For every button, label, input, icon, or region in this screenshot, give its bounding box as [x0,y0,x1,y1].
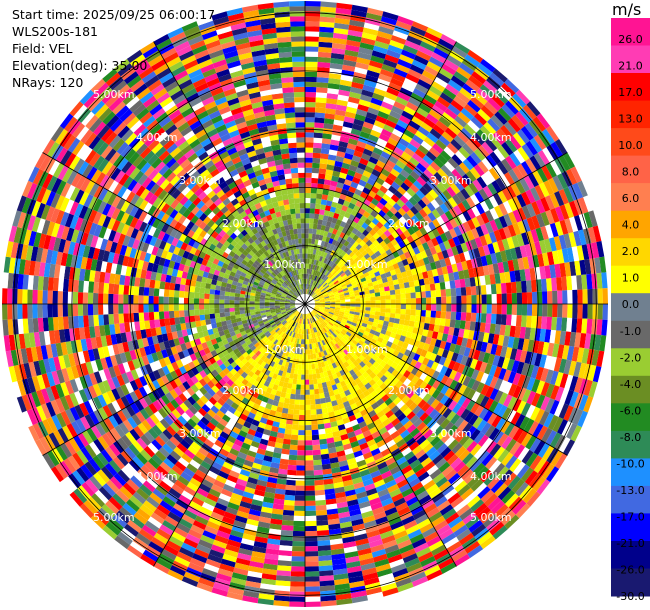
range-rings [2,1,608,607]
colorbar-tick: -1.0 [620,325,641,338]
colorbar-tick: 6.0 [622,192,640,205]
colorbar-swatch [611,485,650,514]
colorbar-swatch [611,458,650,487]
colorbar-tick: -6.0 [620,404,641,417]
ring-label: 4.00km [470,470,512,483]
colorbar-tick: -2.0 [620,351,641,364]
colorbar-tick: 1.0 [622,272,640,285]
ring-label: 3.00km [179,174,221,187]
colorbar-tick: 26.0 [618,33,643,46]
colorbar-swatch [611,348,650,377]
ring-label: 1.00km [346,343,388,356]
colorbar-swatch [611,513,650,542]
nrays-label: NRays: 120 [12,75,84,90]
colorbar-tick: -8.0 [620,431,641,444]
plot-info: Start time: 2025/09/25 06:00:17 WLS200s-… [12,6,215,91]
colorbar-tick: 8.0 [622,166,640,179]
colorbar-tick: -13.0 [616,484,644,497]
colorbar-swatch [611,541,650,569]
range-ring-labels: 5.00km 5.00km 4.00km 4.00km 3.00km 3.00km 2.00… [93,88,512,524]
ring-label: 1.00km [346,258,388,271]
colorbar-swatch [611,320,650,349]
colorbar-tick: 17.0 [618,86,643,99]
start-time-label: Start time: 2025/09/25 06:00:17 [12,7,216,22]
ring-label: 2.00km [222,384,264,397]
colorbar-swatch [611,293,650,322]
field-label: Field: VEL [12,41,73,56]
colorbar-tick: 4.0 [622,219,640,232]
colorbar-tick: -30.0 [616,590,644,603]
colorbar-tick: -26.0 [616,564,644,577]
colorbar: 26.0 21.0 17.0 13.0 10.0 8.0 6.0 4.0 2.0 1.0 0.0 -1… [611,18,650,603]
colorbar-swatch [611,128,650,157]
colorbar-swatch [611,45,650,74]
colorbar-swatch [611,100,650,129]
colorbar-tick: 13.0 [618,113,643,126]
azimuth-spoke [42,303,306,456]
azimuth-spoke [153,303,306,567]
ring-label: 2.00km [388,384,430,397]
colorbar-tick: 21.0 [618,60,643,73]
ring-label: 1.00km [264,258,306,271]
ring-label: 5.00km [93,88,135,101]
ring-label: 2.00km [388,217,430,230]
colorbar-swatch [611,18,650,46]
ring-label: 3.00km [430,427,472,440]
ring-label: 1.00km [264,343,306,356]
colorbar-tick: -17.0 [616,510,644,523]
colorbar-tick: -4.0 [620,378,641,391]
ring-label: 5.00km [470,511,512,524]
ring-label: 4.00km [136,470,178,483]
colorbar-swatch [611,375,650,404]
azimuth-spoke [304,303,457,567]
ring-label: 5.00km [93,511,135,524]
colorbar-swatch [611,155,650,184]
colorbar-swatch [611,210,650,239]
azimuth-spoke [153,41,306,305]
ring-label: 4.00km [136,131,178,144]
velocity-cells [2,1,608,607]
colorbar-swatch [611,238,650,267]
ring-label: 2.00km [222,217,264,230]
colorbar-unit: m/s [612,0,642,19]
colorbar-swatch [611,183,650,212]
colorbar-swatch [611,265,650,294]
azimuth-spoke [304,41,457,305]
instrument-label: WLS200s-181 [12,24,98,39]
azimuth-spoke [42,152,306,305]
colorbar-tick: 0.0 [622,298,640,311]
colorbar-swatch [611,403,650,432]
colorbar-tick: 10.0 [618,139,643,152]
ring-label: 5.00km [470,88,512,101]
azimuth-spoke [304,303,568,456]
elevation-label: Elevation(deg): 35.00 [12,58,148,73]
colorbar-swatch [611,73,650,101]
colorbar-tick: -21.0 [616,537,644,550]
azimuth-spoke [304,152,568,305]
colorbar-tick: -10.0 [616,457,644,470]
colorbar-tick: 2.0 [622,245,640,258]
ring-label: 4.00km [470,131,512,144]
colorbar-swatch [611,568,650,597]
colorbar-swatch [611,430,650,459]
ring-label: 3.00km [430,174,472,187]
ring-label: 3.00km [179,427,221,440]
